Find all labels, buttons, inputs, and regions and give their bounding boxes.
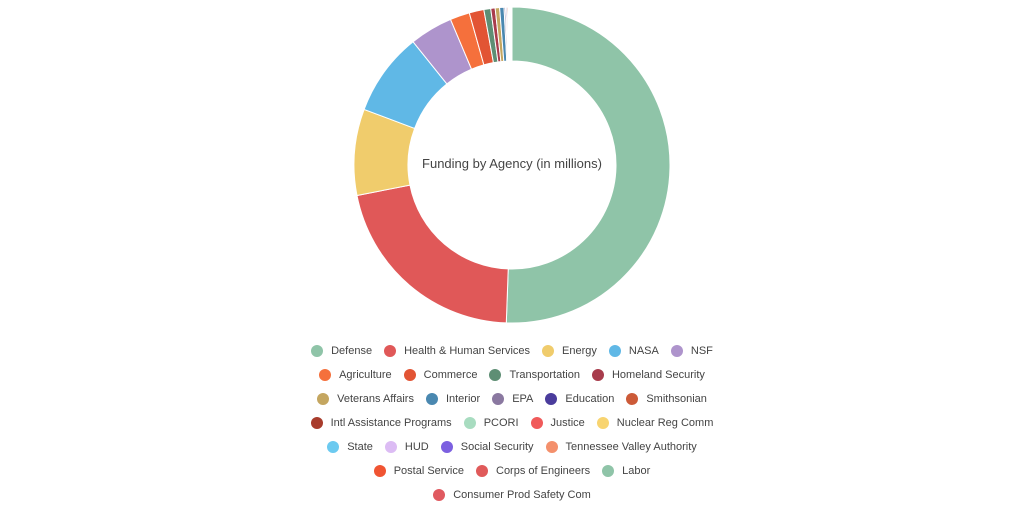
- legend-item-justice[interactable]: Justice: [530, 417, 585, 429]
- legend-swatch: [463, 417, 476, 429]
- legend-item-veterans-affairs[interactable]: Veterans Affairs: [317, 393, 414, 405]
- legend-item-nuclear-reg-comm[interactable]: Nuclear Reg Comm: [596, 417, 714, 429]
- chart-title: Funding by Agency (in millions): [422, 156, 602, 171]
- legend-item-defense[interactable]: Defense: [311, 345, 372, 357]
- legend-swatch: [373, 465, 386, 477]
- legend-label: Defense: [331, 345, 373, 357]
- legend-item-corps-of-engineers[interactable]: Corps of Engineers: [476, 465, 590, 477]
- legend-label: Postal Service: [393, 465, 464, 477]
- legend-swatch: [425, 393, 438, 405]
- legend-label: NASA: [628, 345, 659, 357]
- legend-swatch: [492, 393, 505, 405]
- legend-item-smithsonian[interactable]: Smithsonian: [626, 393, 707, 405]
- legend-swatch: [596, 417, 609, 429]
- legend-swatch: [384, 345, 397, 357]
- legend-swatch: [591, 369, 604, 381]
- legend-swatch: [327, 441, 340, 453]
- legend-label: Transportation: [509, 369, 580, 381]
- legend-item-labor[interactable]: Labor: [602, 465, 650, 477]
- legend-label: Tennessee Valley Authority: [565, 441, 697, 453]
- legend-swatch: [311, 345, 324, 357]
- legend-swatch: [542, 345, 555, 357]
- legend-row: Intl Assistance Programs PCORI Justice Nucl…: [212, 414, 812, 432]
- legend-row: Defense Health & Human Services Energy NASA…: [212, 342, 812, 360]
- legend-row: Agriculture Commerce Transportation Homelan…: [212, 366, 812, 384]
- legend-item-homeland-security[interactable]: Homeland Security: [591, 369, 705, 381]
- legend-label: Intl Assistance Programs: [330, 417, 452, 429]
- slice-defense[interactable]: [505, 6, 671, 324]
- legend-row: Consumer Prod Safety Com: [212, 486, 812, 504]
- legend-label: Veterans Affairs: [337, 393, 414, 405]
- legend-label: Energy: [562, 345, 597, 357]
- legend-swatch: [476, 465, 488, 477]
- legend-label: Smithsonian: [646, 393, 707, 405]
- legend-label: Consumer Prod Safety Com: [453, 489, 591, 501]
- legend-swatch: [440, 441, 453, 453]
- legend-item-pcori[interactable]: PCORI: [463, 417, 519, 429]
- legend-item-social-security[interactable]: Social Security: [440, 441, 534, 453]
- legend-swatch: [489, 369, 502, 381]
- legend-item-hud[interactable]: HUD: [384, 441, 429, 453]
- legend-swatch: [403, 369, 416, 381]
- legend-item-epa[interactable]: EPA: [492, 393, 533, 405]
- legend-item-energy[interactable]: Energy: [542, 345, 597, 357]
- legend-row: Veterans Affairs Interior EPA Education Smit…: [212, 390, 812, 408]
- legend-item-interior[interactable]: Interior: [425, 393, 481, 405]
- legend-label: Corps of Engineers: [496, 465, 591, 477]
- legend-label: HUD: [404, 441, 429, 453]
- legend-label: Homeland Security: [611, 369, 705, 381]
- legend-item-state[interactable]: State: [327, 441, 373, 453]
- legend: Defense Health & Human Services Energy NASA…: [212, 340, 812, 508]
- legend-label: NSF: [690, 345, 713, 357]
- legend-swatch: [608, 345, 621, 357]
- legend-swatch: [545, 441, 558, 453]
- legend-label: Education: [565, 393, 615, 405]
- legend-label: EPA: [512, 393, 534, 405]
- legend-item-transportation[interactable]: Transportation: [489, 369, 580, 381]
- legend-label: State: [347, 441, 373, 453]
- legend-label: Interior: [445, 393, 481, 405]
- legend-swatch: [319, 369, 332, 381]
- legend-item-nasa[interactable]: NASA: [608, 345, 659, 357]
- legend-item-consumer-prod-safety-com[interactable]: Consumer Prod Safety Com: [433, 489, 591, 501]
- legend-swatch: [626, 393, 639, 405]
- legend-item-tennessee-valley-authority[interactable]: Tennessee Valley Authority: [545, 441, 697, 453]
- legend-label: Labor: [622, 465, 651, 477]
- legend-label: Justice: [550, 417, 585, 429]
- legend-item-intl-assistance-programs[interactable]: Intl Assistance Programs: [310, 417, 452, 429]
- donut-chart: [353, 6, 671, 324]
- legend-label: Health & Human Services: [404, 345, 531, 357]
- legend-item-postal-service[interactable]: Postal Service: [373, 465, 464, 477]
- legend-swatch: [317, 393, 330, 405]
- legend-label: Nuclear Reg Comm: [616, 417, 714, 429]
- legend-swatch: [310, 417, 323, 429]
- legend-label: Agriculture: [339, 369, 392, 381]
- legend-swatch: [530, 417, 543, 429]
- legend-item-commerce[interactable]: Commerce: [403, 369, 478, 381]
- legend-swatch: [384, 441, 397, 453]
- legend-label: Social Security: [460, 441, 534, 453]
- legend-item-nsf[interactable]: NSF: [670, 345, 713, 357]
- slice-health-and-human-services[interactable]: [356, 184, 509, 324]
- legend-item-health-and-human-services[interactable]: Health & Human Services: [384, 345, 530, 357]
- legend-swatch: [545, 393, 558, 405]
- legend-swatch: [602, 465, 615, 477]
- legend-row: State HUD Social Security Tennessee Valley …: [212, 438, 812, 456]
- legend-item-education[interactable]: Education: [545, 393, 614, 405]
- legend-label: PCORI: [483, 417, 519, 429]
- legend-swatch: [670, 345, 683, 357]
- legend-label: Commerce: [423, 369, 478, 381]
- legend-row: Postal Service Corps of Engineers Labor: [212, 462, 812, 480]
- legend-item-agriculture[interactable]: Agriculture: [319, 369, 392, 381]
- legend-swatch: [433, 489, 446, 501]
